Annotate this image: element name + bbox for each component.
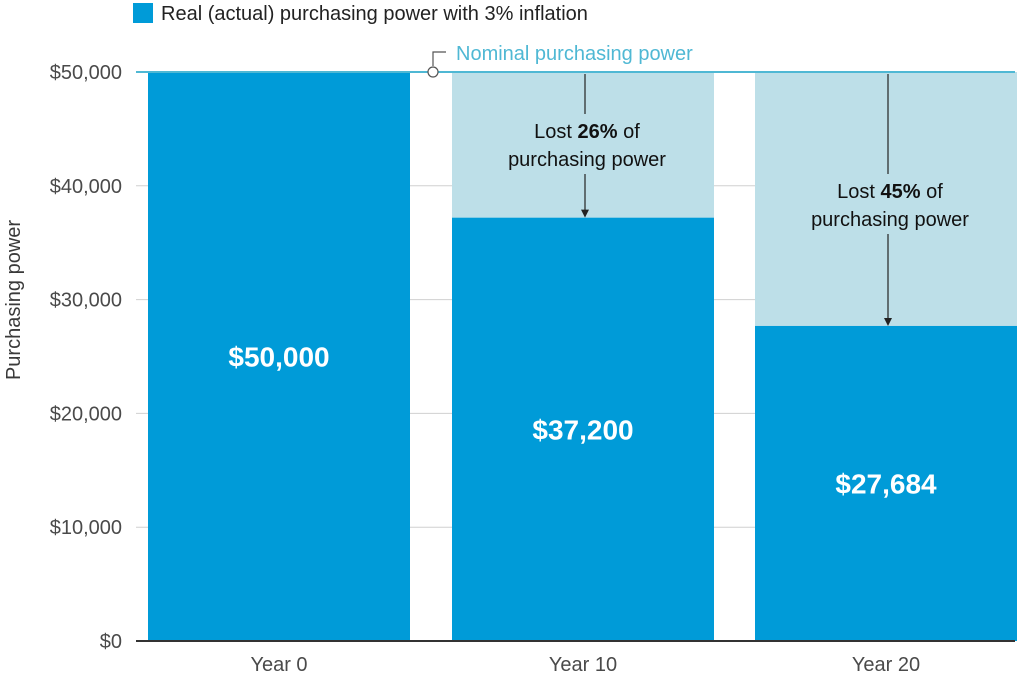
bar-value-label-year-0: $50,000 [228,342,329,373]
nominal-line-label: Nominal purchasing power [456,43,693,65]
annotations: Nominal purchasing power Lost 26% of purch… [136,43,1015,326]
y-tick-label-40000: $40,000 [50,176,122,198]
bar-value-label-year-20: $27,684 [835,468,937,499]
y-tick-label-10000: $10,000 [50,517,122,539]
y-tick-label-50000: $50,000 [50,62,122,84]
axis-ticks: $0 $10,000 $20,000 $30,000 $40,000 $50,000 Yea… [50,62,1015,675]
x-tick-label-year-10: Year 10 [549,654,617,675]
legend-label-real: Real (actual) purchasing power with 3% i… [161,3,588,25]
bar-real-year-10 [452,217,714,641]
loss-annotation-line1-year-20: Lost 45% of [837,181,943,203]
loss-suffix: of [921,181,944,203]
y-axis-title: Purchasing power [3,220,25,380]
x-tick-label-year-0: Year 0 [250,654,307,675]
loss-percent: 45% [881,181,921,203]
loss-arrowhead-year-10 [581,209,589,218]
y-tick-label-30000: $30,000 [50,290,122,312]
x-tick-label-year-20: Year 20 [852,654,920,675]
bar-real-year-0 [148,72,410,641]
bar-lost-year-20 [755,72,1017,326]
loss-annotation-line2-year-10: purchasing power [508,149,666,171]
loss-prefix: Lost [837,181,880,203]
y-tick-label-0: $0 [100,631,122,653]
loss-percent: 26% [578,121,618,143]
bar-lost-year-10 [452,72,714,218]
bars: $50,000 $37,200 $27,684 [148,72,1017,641]
bar-real-year-20 [755,325,1017,641]
legend-swatch-real [133,3,153,23]
nominal-leader [432,51,446,66]
nominal-marker [427,66,439,78]
loss-arrowhead-year-20 [884,317,892,326]
loss-annotation-line1-year-10: Lost 26% of [534,121,640,143]
loss-suffix: of [618,121,641,143]
y-tick-label-20000: $20,000 [50,403,122,425]
bar-value-label-year-10: $37,200 [532,414,633,445]
loss-prefix: Lost [534,121,577,143]
loss-annotation-line2-year-20: purchasing power [811,209,969,231]
